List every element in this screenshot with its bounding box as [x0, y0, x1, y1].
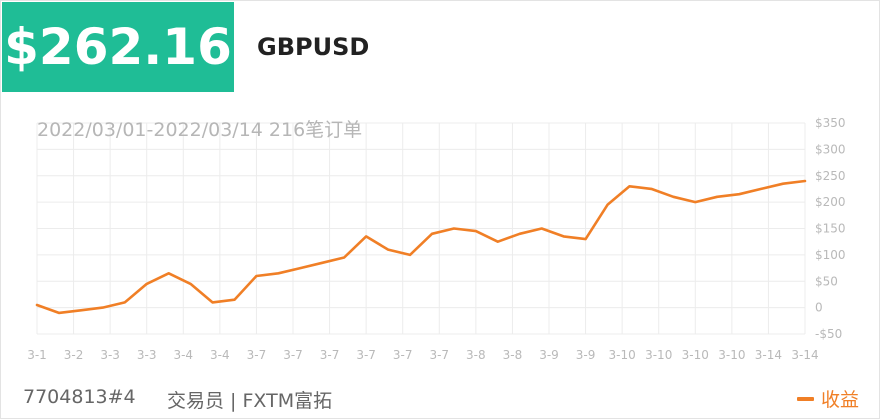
y-tick-label: $100	[815, 248, 846, 262]
symbol-title: GBPUSD	[257, 33, 370, 61]
y-tick-label: $250	[815, 169, 846, 183]
y-tick-label: $50	[815, 274, 838, 288]
x-tick-label: 3-7	[356, 348, 376, 362]
period-text: 2022/03/01-2022/03/14 216笔订单	[37, 119, 363, 141]
trader-info: 交易员 | FXTM富拓	[167, 390, 333, 412]
x-tick-label: 3-7	[429, 348, 449, 362]
x-tick-label: 3-7	[247, 348, 267, 362]
y-tick-label: -$50	[815, 327, 842, 341]
x-tick-label: 3-10	[718, 348, 745, 362]
x-tick-label: 3-4	[173, 348, 193, 362]
x-tick-label: 3-4	[210, 348, 230, 362]
x-tick-label: 3-10	[682, 348, 709, 362]
y-tick-label: $350	[815, 116, 846, 130]
legend-label: 收益	[820, 389, 859, 411]
x-tick-label: 3-2	[64, 348, 84, 362]
y-axis-labels: -$50 0 $50 $100 $150 $200 $250 $300 $350	[815, 116, 846, 341]
x-tick-label: 3-7	[283, 348, 303, 362]
y-tick-label: 0	[815, 301, 823, 315]
y-tick-label: $300	[815, 142, 846, 156]
x-tick-label: 3-8	[466, 348, 486, 362]
chart-grid	[36, 122, 806, 335]
x-tick-label: 3-3	[137, 348, 157, 362]
x-tick-label: 3-3	[100, 348, 120, 362]
y-tick-label: $200	[815, 195, 846, 209]
x-tick-label: 3-10	[609, 348, 636, 362]
legend: 收益	[796, 385, 859, 412]
x-tick-label: 3-9	[539, 348, 559, 362]
account-id: 7704813#4	[23, 386, 136, 408]
profit-line	[35, 179, 807, 315]
x-tick-label: 3-9	[576, 348, 596, 362]
x-tick-label: 3-7	[320, 348, 340, 362]
x-tick-label: 3-14	[791, 348, 818, 362]
x-tick-label: 3-14	[755, 348, 782, 362]
legend-swatch	[796, 396, 814, 401]
price-badge: $262.16	[2, 2, 234, 92]
x-tick-label: 3-10	[645, 348, 672, 362]
x-axis-labels: 3-1 3-2 3-3 3-3 3-4 3-4 3-7 3-7 3-7 3-7 3-7 3-7 3-8 3…	[27, 348, 818, 362]
y-tick-label: $150	[815, 222, 846, 236]
x-tick-label: 3-8	[503, 348, 523, 362]
x-tick-label: 3-1	[27, 348, 47, 362]
x-tick-label: 3-7	[393, 348, 413, 362]
